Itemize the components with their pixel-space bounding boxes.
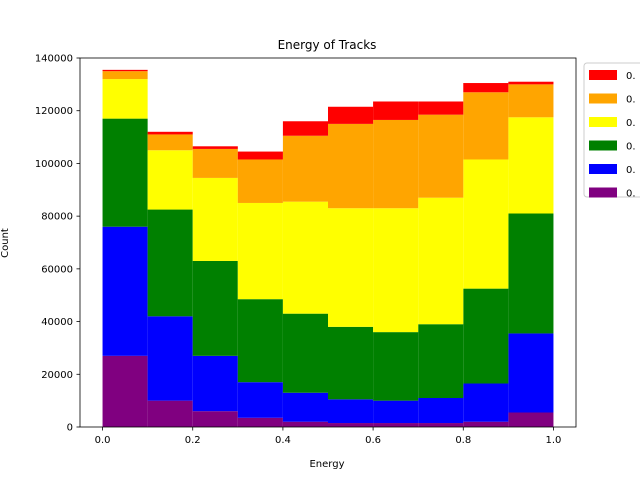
bar-series1-bin0 [102, 226, 148, 356]
bar-series4-bin4 [282, 135, 328, 202]
bar-series0-bin5 [328, 423, 374, 427]
bar-series3-bin5 [328, 208, 374, 327]
legend-label: 0. [626, 71, 636, 82]
y-axis-label: Count [0, 228, 11, 258]
bar-series0-bin2 [192, 411, 238, 427]
bar-series2-bin5 [328, 326, 374, 400]
y-tick-label: 140000 [35, 54, 73, 65]
bar-series3-bin1 [147, 150, 193, 210]
histogram-bars [102, 69, 554, 427]
y-tick-label: 100000 [35, 159, 73, 170]
bar-series2-bin0 [102, 118, 148, 227]
bar-series1-bin1 [147, 316, 193, 401]
legend-swatch [589, 70, 617, 80]
bar-series0-bin6 [373, 423, 419, 427]
bar-series3-bin3 [237, 202, 283, 300]
bar-series4-bin8 [463, 92, 509, 160]
bar-series5-bin0 [102, 69, 148, 72]
bar-series1-bin8 [463, 383, 509, 422]
bar-series4-bin7 [418, 114, 464, 198]
y-tick-label: 80000 [41, 212, 73, 223]
bar-series4-bin1 [147, 134, 193, 151]
bar-series2-bin4 [282, 313, 328, 393]
x-tick-label: 0.2 [185, 435, 201, 446]
legend-label: 0. [626, 142, 636, 153]
legend-label: 0. [626, 189, 636, 200]
bar-series1-bin7 [418, 398, 464, 424]
bar-series2-bin7 [418, 324, 464, 399]
x-axis-label: Energy [309, 459, 344, 470]
y-tick-label: 20000 [41, 370, 73, 381]
bar-series4-bin6 [373, 119, 419, 209]
legend-swatch [589, 93, 617, 104]
bar-series3-bin8 [463, 159, 509, 289]
bar-series4-bin3 [237, 159, 283, 203]
legend-swatch [589, 187, 617, 198]
bar-series4-bin2 [192, 148, 238, 178]
bar-series5-bin8 [463, 83, 509, 93]
bar-series0-bin9 [508, 412, 554, 427]
bar-series5-bin1 [147, 131, 193, 135]
bar-series3-bin2 [192, 177, 238, 261]
bar-series5-bin2 [192, 146, 238, 149]
bar-series5-bin3 [237, 151, 283, 160]
chart-title: Energy of Tracks [278, 38, 377, 52]
bar-series1-bin9 [508, 333, 554, 413]
x-tick-label: 0.0 [95, 435, 111, 446]
legend-box [583, 62, 640, 198]
bar-series5-bin9 [508, 81, 554, 85]
bar-series4-bin9 [508, 84, 554, 118]
y-tick-label: 40000 [41, 317, 73, 328]
legend-swatch [589, 164, 617, 174]
bar-series2-bin9 [508, 213, 554, 334]
x-tick-label: 1.0 [546, 435, 562, 446]
bar-series2-bin3 [237, 299, 283, 383]
bar-series1-bin3 [237, 382, 283, 418]
axes: 0.0 0.2 0.4 0.6 0.8 1.0 0 20000 40000 60000 80000 1… [35, 54, 577, 446]
bar-series3-bin0 [102, 79, 148, 119]
bar-series4-bin0 [102, 71, 148, 80]
bar-series2-bin6 [373, 332, 419, 401]
legend-swatch [589, 140, 617, 151]
bar-series0-bin4 [282, 421, 328, 427]
x-tick-label: 0.8 [455, 435, 471, 446]
bar-series0-bin8 [463, 421, 509, 427]
bar-series5-bin6 [373, 101, 419, 120]
bar-series2-bin2 [192, 260, 238, 356]
bar-series0-bin3 [237, 417, 283, 427]
bar-series3-bin4 [282, 201, 328, 314]
legend-label: 0. [626, 118, 636, 129]
bar-series1-bin4 [282, 392, 328, 422]
legend-label: 0. [626, 165, 636, 176]
bar-series5-bin5 [328, 106, 374, 124]
bar-series0-bin7 [418, 423, 464, 427]
bar-series3-bin6 [373, 208, 419, 333]
legend: 0. 0. 0. 0. 0. 0. [583, 62, 640, 200]
y-tick-label: 60000 [41, 264, 73, 275]
bar-series3-bin7 [418, 197, 464, 325]
bar-series1-bin2 [192, 355, 238, 412]
legend-label: 0. [626, 95, 636, 106]
bar-series5-bin7 [418, 101, 464, 115]
y-tick-label: 0 [67, 423, 73, 434]
bar-series1-bin5 [328, 399, 374, 424]
x-tick-label: 0.6 [365, 435, 381, 446]
bar-series0-bin1 [147, 400, 193, 427]
bar-series2-bin8 [463, 288, 509, 384]
bar-series2-bin1 [147, 209, 193, 317]
bar-series0-bin0 [102, 355, 148, 427]
legend-swatch [589, 117, 617, 127]
bar-series5-bin4 [282, 121, 328, 136]
bar-series1-bin6 [373, 400, 419, 424]
bar-series3-bin9 [508, 117, 554, 214]
y-tick-label: 120000 [35, 106, 73, 117]
bar-series4-bin5 [328, 123, 374, 209]
x-tick-label: 0.4 [275, 435, 291, 446]
plot-frame [79, 57, 577, 428]
